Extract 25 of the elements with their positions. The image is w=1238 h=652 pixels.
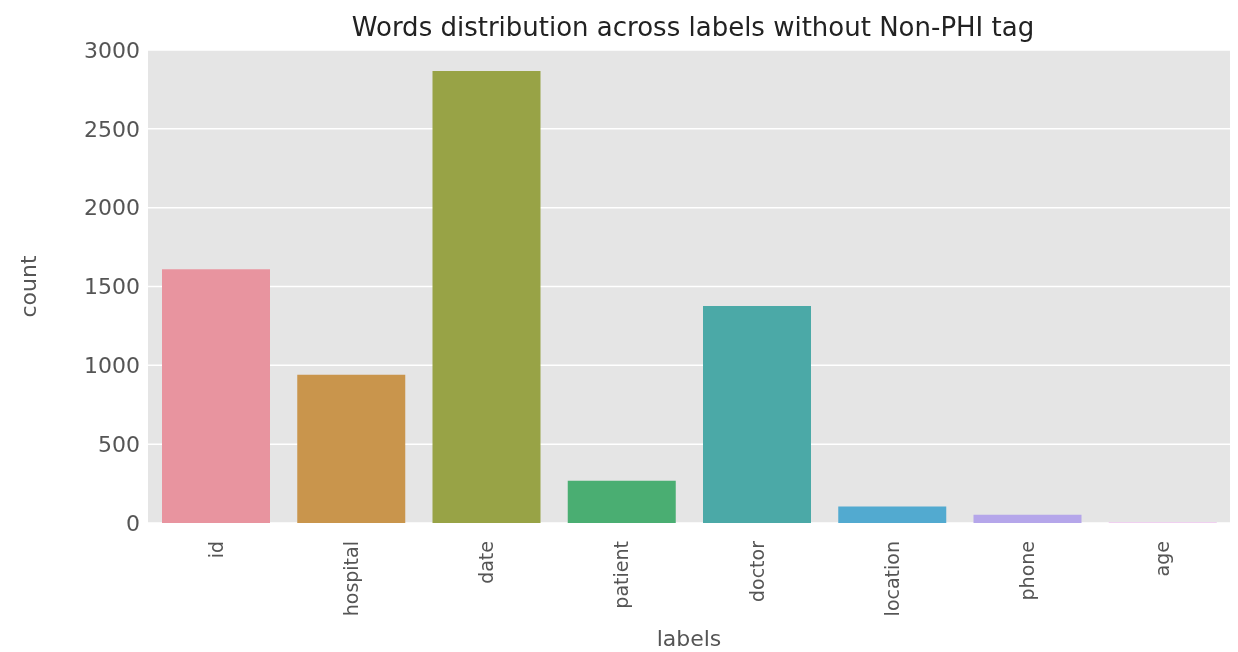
x-tick-label: hospital (339, 541, 362, 617)
x-tick-label: age (1151, 541, 1174, 577)
x-tick-label: phone (1016, 541, 1039, 601)
bar (973, 514, 1082, 523)
x-tick-label: doctor (745, 540, 768, 603)
x-tick-label: id (204, 541, 227, 559)
bar (838, 506, 947, 523)
y-tick-label: 2500 (84, 116, 140, 142)
x-tick-label: location (880, 541, 903, 617)
x-axis-title: labels (656, 626, 722, 651)
y-tick-label: 500 (98, 431, 140, 457)
y-axis-title: count (15, 255, 41, 318)
y-tick-label: 0 (126, 510, 140, 536)
bar (297, 374, 406, 523)
bar (703, 305, 811, 523)
y-tick-label: 2000 (84, 195, 140, 221)
bar (432, 70, 541, 523)
bar (567, 480, 676, 523)
bar (162, 269, 270, 523)
x-tick-label: patient (610, 541, 633, 609)
chart-title: Words distribution across labels without Non-PHI tag (350, 12, 1036, 42)
y-tick-label: 1500 (84, 274, 140, 300)
y-tick-label: 1000 (84, 353, 140, 379)
y-tick-label: 3000 (84, 37, 140, 63)
x-tick-label: date (475, 541, 498, 584)
